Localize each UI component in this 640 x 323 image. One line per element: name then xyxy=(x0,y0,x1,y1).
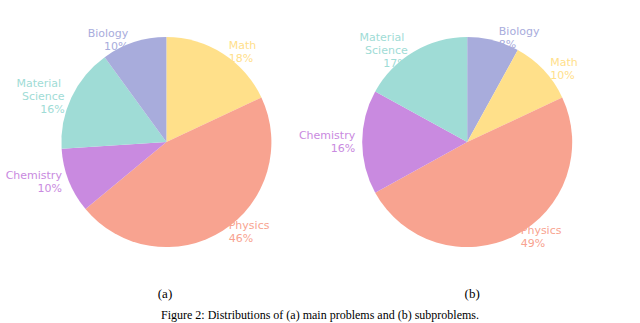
svg-text:Physics: Physics xyxy=(521,224,562,237)
svg-text:Material: Material xyxy=(16,77,64,90)
svg-text:17%: 17% xyxy=(383,57,407,70)
svg-text:Math: Math xyxy=(550,56,578,69)
svg-text:10%: 10% xyxy=(550,69,574,82)
svg-text:Biology: Biology xyxy=(88,27,129,40)
svg-text:16%: 16% xyxy=(331,142,355,155)
svg-text:10%: 10% xyxy=(104,40,128,53)
svg-text:8%: 8% xyxy=(499,38,516,51)
svg-text:Science: Science xyxy=(365,44,408,57)
svg-text:Physics: Physics xyxy=(229,219,270,232)
svg-text:(b): (b) xyxy=(465,286,480,301)
svg-text:Chemistry: Chemistry xyxy=(6,169,63,182)
svg-text:10%: 10% xyxy=(37,182,61,195)
svg-text:16%: 16% xyxy=(40,103,64,116)
svg-text:18%: 18% xyxy=(229,52,253,65)
svg-text:Figure 2: Distributions of (a): Figure 2: Distributions of (a) main prob… xyxy=(161,308,479,322)
svg-text:49%: 49% xyxy=(521,237,545,250)
svg-text:(a): (a) xyxy=(158,286,172,301)
svg-text:Math: Math xyxy=(229,39,257,52)
svg-text:Science: Science xyxy=(22,90,65,103)
svg-text:Chemistry: Chemistry xyxy=(299,129,356,142)
svg-text:46%: 46% xyxy=(229,232,253,245)
svg-text:Material: Material xyxy=(360,31,408,44)
svg-text:Biology: Biology xyxy=(499,25,540,38)
